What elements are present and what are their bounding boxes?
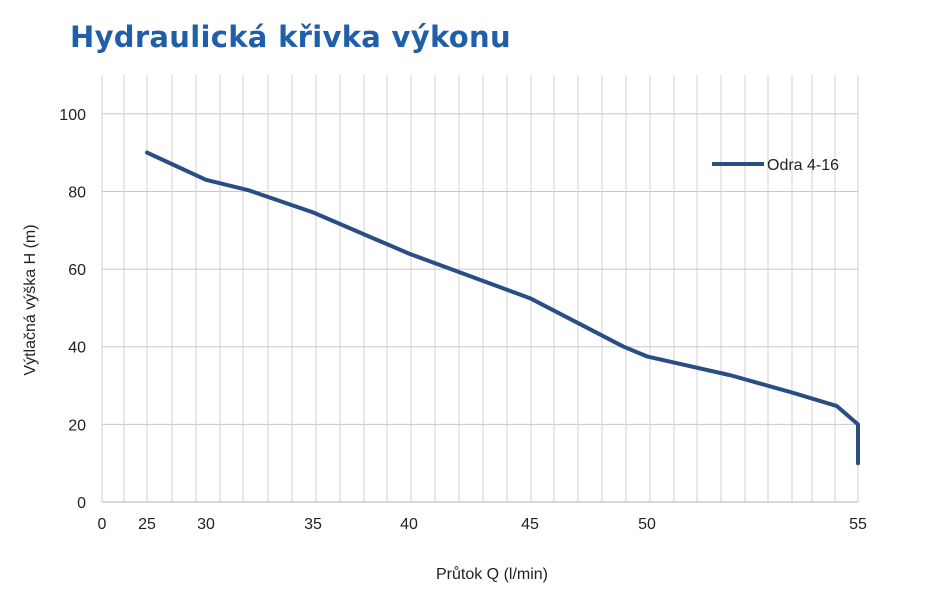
y-tick-label: 80 <box>68 184 86 201</box>
y-tick-label: 20 <box>68 417 86 434</box>
y-axis-ticks: 0 20 40 60 80 100 <box>59 107 86 512</box>
x-tick-label: 45 <box>521 516 539 533</box>
series-line-odra-4-16 <box>145 150 860 466</box>
legend-label-odra-4-16: Odra 4-16 <box>767 157 839 174</box>
x-axis-label: Průtok Q (l/min) <box>436 565 548 583</box>
x-axis-ticks: 0 25 30 35 40 45 50 55 <box>98 516 867 533</box>
y-tick-label: 40 <box>68 340 86 357</box>
x-tick-label: 55 <box>849 516 867 533</box>
y-tick-label: 100 <box>59 107 86 124</box>
y-tick-label: 0 <box>77 495 86 512</box>
legend: Odra 4-16 <box>712 157 839 174</box>
chart-title: Hydraulická křivka výkonu <box>70 20 511 54</box>
x-tick-label: 50 <box>638 516 656 533</box>
x-tick-label: 0 <box>98 516 107 533</box>
grid-lines <box>101 75 859 502</box>
y-tick-label: 60 <box>68 262 86 279</box>
x-tick-label: 35 <box>304 516 322 533</box>
y-axis-label: Výtlačná výška H (m) <box>22 224 39 375</box>
series-layer <box>145 150 860 466</box>
x-tick-label: 30 <box>197 516 215 533</box>
x-tick-label: 40 <box>400 516 418 533</box>
x-tick-label: 25 <box>138 516 156 533</box>
